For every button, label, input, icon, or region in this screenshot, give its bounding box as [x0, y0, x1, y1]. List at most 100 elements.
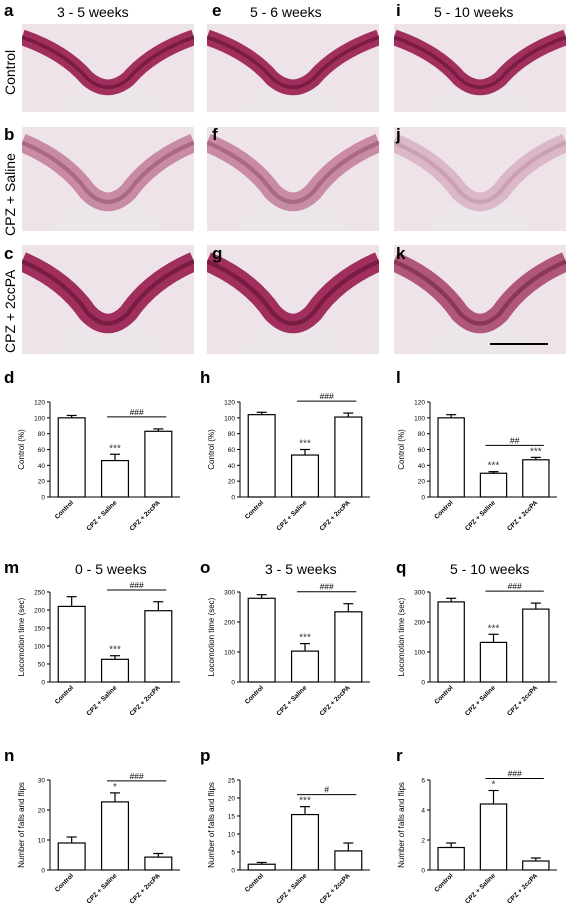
bar-cpz-2ccpa — [334, 416, 363, 498]
row-label-cpz-2ccpa: CPZ + 2ccPA — [2, 269, 18, 353]
y-tick-label: 80 — [418, 431, 426, 438]
bar-cpz-saline — [290, 454, 320, 498]
panel-letter-f: f — [212, 125, 218, 144]
y-tick-label: 40 — [38, 463, 46, 470]
x-tick-label: Control — [433, 499, 454, 520]
row-label-control: Control — [2, 49, 18, 95]
y-axis-label: Control (%) — [397, 429, 406, 470]
y-tick-label: 20 — [228, 479, 236, 486]
micrograph-stain-g — [207, 245, 379, 354]
row-label-cpz-saline: CPZ + Saline — [2, 153, 18, 236]
bar-control — [247, 414, 276, 498]
y-tick-label: 100 — [414, 415, 425, 422]
y-tick-label: 60 — [418, 447, 426, 454]
bracket-label: ### — [130, 771, 144, 781]
y-tick-label: 40 — [228, 463, 236, 470]
y-tick-label: 300 — [414, 590, 425, 597]
y-tick-label: 80 — [38, 431, 46, 438]
chart-m: 0 50 100 150 200 250 Locomotion time (sec) Cont… — [17, 580, 180, 718]
y-tick-label: 80 — [228, 431, 236, 438]
significance-stars: * — [113, 782, 117, 793]
panel-letter-k: k — [396, 244, 406, 263]
scale-bar — [490, 343, 548, 345]
y-tick-label: 100 — [34, 644, 45, 651]
significance-stars: *** — [530, 446, 542, 457]
micrograph-stain-k — [394, 245, 566, 354]
y-tick-label: 120 — [414, 400, 425, 407]
panel-letter-i: i — [396, 1, 401, 20]
y-tick-label: 200 — [34, 608, 45, 615]
micrograph-stain-b — [22, 127, 194, 231]
micrograph-stain-a — [22, 24, 194, 112]
micrograph-g — [207, 245, 379, 354]
micrograph-f — [207, 127, 379, 231]
y-tick-label: 120 — [224, 400, 235, 407]
micrograph-j — [394, 127, 566, 231]
bracket-label: ### — [130, 407, 144, 417]
bar-cpz-saline — [479, 803, 508, 871]
x-tick-label: Control — [54, 499, 75, 520]
y-tick-label: 0 — [41, 495, 45, 502]
panel-letter-b: b — [4, 125, 15, 144]
y-axis-label: Locomotion time (sec) — [17, 597, 26, 676]
y-tick-label: 300 — [224, 590, 235, 597]
y-tick-label: 100 — [224, 650, 235, 657]
y-axis-label: Control (%) — [207, 429, 216, 470]
x-tick-label: Control — [244, 872, 265, 893]
bracket-label: ### — [508, 581, 522, 591]
y-tick-label: 4 — [421, 808, 425, 815]
y-tick-label: 30 — [38, 778, 46, 785]
bar-cpz-2ccpa — [522, 459, 550, 498]
significance-stars: *** — [299, 633, 311, 644]
significance-stars: *** — [109, 645, 121, 656]
micrograph-b — [22, 127, 194, 231]
panel-letter-r: r — [396, 746, 403, 765]
chart-title-m: 0 - 5 weeks — [75, 561, 147, 577]
panel-letter-q: q — [396, 558, 407, 577]
bar-cpz-saline — [100, 459, 130, 498]
bar-cpz-saline — [479, 641, 508, 683]
bar-control — [247, 863, 276, 871]
bar-cpz-saline — [100, 801, 130, 871]
micrograph-stain-c — [22, 245, 194, 354]
y-axis-label: Control (%) — [17, 429, 26, 470]
y-tick-label: 20 — [38, 808, 46, 815]
bar-cpz-2ccpa — [334, 850, 363, 871]
micrograph-e — [207, 24, 379, 112]
y-tick-label: 2 — [421, 838, 425, 845]
y-tick-label: 200 — [414, 620, 425, 627]
bar-control — [57, 417, 86, 498]
bar-control — [437, 601, 465, 683]
y-tick-label: 0 — [41, 868, 45, 875]
y-axis-label: Locomotion time (sec) — [397, 597, 406, 676]
significance-stars: *** — [109, 443, 121, 454]
bar-cpz-saline — [290, 813, 320, 871]
column-title-2: 5 - 6 weeks — [250, 4, 322, 20]
micrograph-a — [22, 24, 194, 112]
chart-h: 0 20 40 60 80 100 120 Control (%) Control *** CPZ … — [207, 391, 370, 533]
significance-stars: * — [492, 780, 496, 791]
y-tick-label: 0 — [421, 868, 425, 875]
bracket-label: ### — [508, 769, 522, 779]
micrograph-stain-i — [394, 24, 566, 112]
panel-letter-p: p — [200, 746, 211, 765]
y-tick-label: 50 — [38, 662, 46, 669]
panel-letter-g: g — [212, 244, 223, 263]
micrograph-stain-e — [207, 24, 379, 112]
chart-o: 0 100 200 300 Locomotion time (sec) Control **… — [207, 582, 370, 718]
y-tick-label: 100 — [224, 415, 235, 422]
x-tick-label: CPZ + 2ccPA — [506, 872, 539, 905]
x-tick-label: CPZ + Saline — [85, 499, 118, 532]
panel-letter-e: e — [212, 1, 222, 20]
bracket-label: ### — [320, 391, 334, 401]
panel-letter-j: j — [396, 125, 401, 144]
x-tick-label: CPZ + 2ccPA — [506, 499, 539, 532]
micrograph-c — [22, 245, 194, 354]
bar-control — [437, 417, 465, 498]
panel-letter-o: o — [200, 558, 211, 577]
micrograph-i — [394, 24, 566, 112]
chart-title-o: 3 - 5 weeks — [265, 561, 337, 577]
bar-cpz-2ccpa — [522, 860, 550, 871]
bracket-label: ### — [130, 580, 144, 590]
y-tick-label: 0 — [421, 495, 425, 502]
